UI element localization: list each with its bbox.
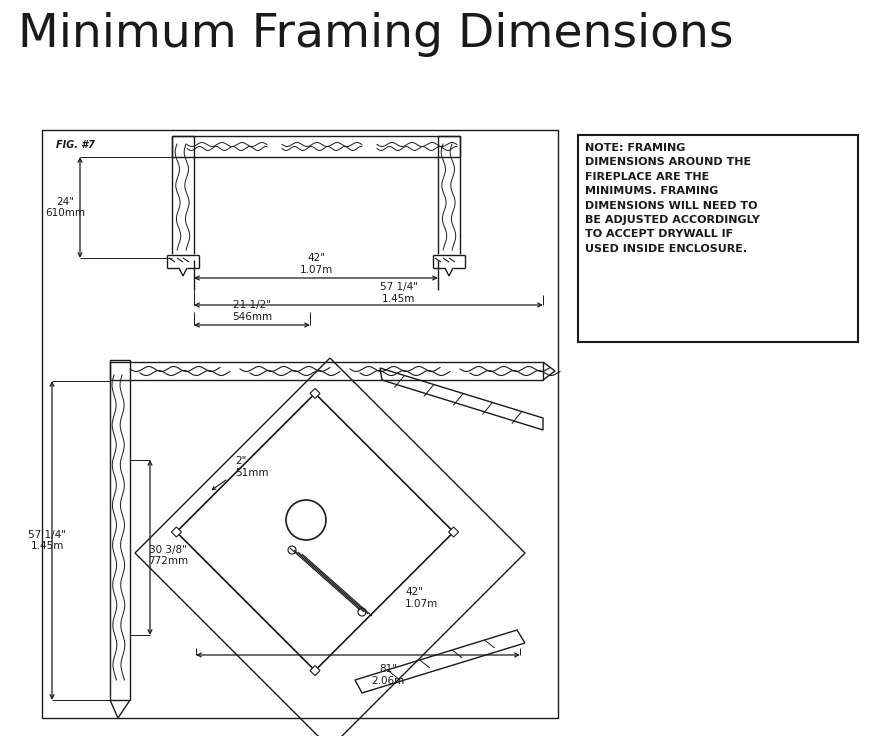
- Text: 24"
610mm: 24" 610mm: [45, 197, 85, 219]
- Text: 42"
1.07m: 42" 1.07m: [299, 253, 333, 275]
- Text: 30 3/8"
772mm: 30 3/8" 772mm: [148, 545, 188, 566]
- Text: Minimum Framing Dimensions: Minimum Framing Dimensions: [18, 12, 734, 57]
- Text: 42"
1.07m: 42" 1.07m: [405, 587, 438, 609]
- Polygon shape: [433, 255, 465, 276]
- Text: 81"
2.06m: 81" 2.06m: [371, 664, 405, 686]
- Polygon shape: [171, 527, 182, 537]
- Polygon shape: [449, 527, 459, 537]
- Text: NOTE: FRAMING
DIMENSIONS AROUND THE
FIREPLACE ARE THE
MINIMUMS. FRAMING
DIMENSIO: NOTE: FRAMING DIMENSIONS AROUND THE FIRE…: [585, 143, 760, 254]
- Text: 21 1/2"
546mm: 21 1/2" 546mm: [232, 300, 272, 322]
- Bar: [110, 362, 543, 380]
- Text: 2"
51mm: 2" 51mm: [235, 456, 268, 478]
- Text: 57 1/4"
1.45m: 57 1/4" 1.45m: [28, 530, 66, 551]
- Text: FIG. #7: FIG. #7: [56, 140, 95, 150]
- Polygon shape: [310, 665, 320, 676]
- Bar: [42, 130, 558, 718]
- Bar: [578, 135, 858, 342]
- Bar: [110, 360, 130, 700]
- Bar: [172, 136, 460, 157]
- Polygon shape: [167, 255, 199, 276]
- Bar: [438, 136, 460, 260]
- Text: 57 1/4"
1.45m: 57 1/4" 1.45m: [379, 282, 417, 304]
- Bar: [172, 136, 194, 260]
- Polygon shape: [310, 389, 320, 398]
